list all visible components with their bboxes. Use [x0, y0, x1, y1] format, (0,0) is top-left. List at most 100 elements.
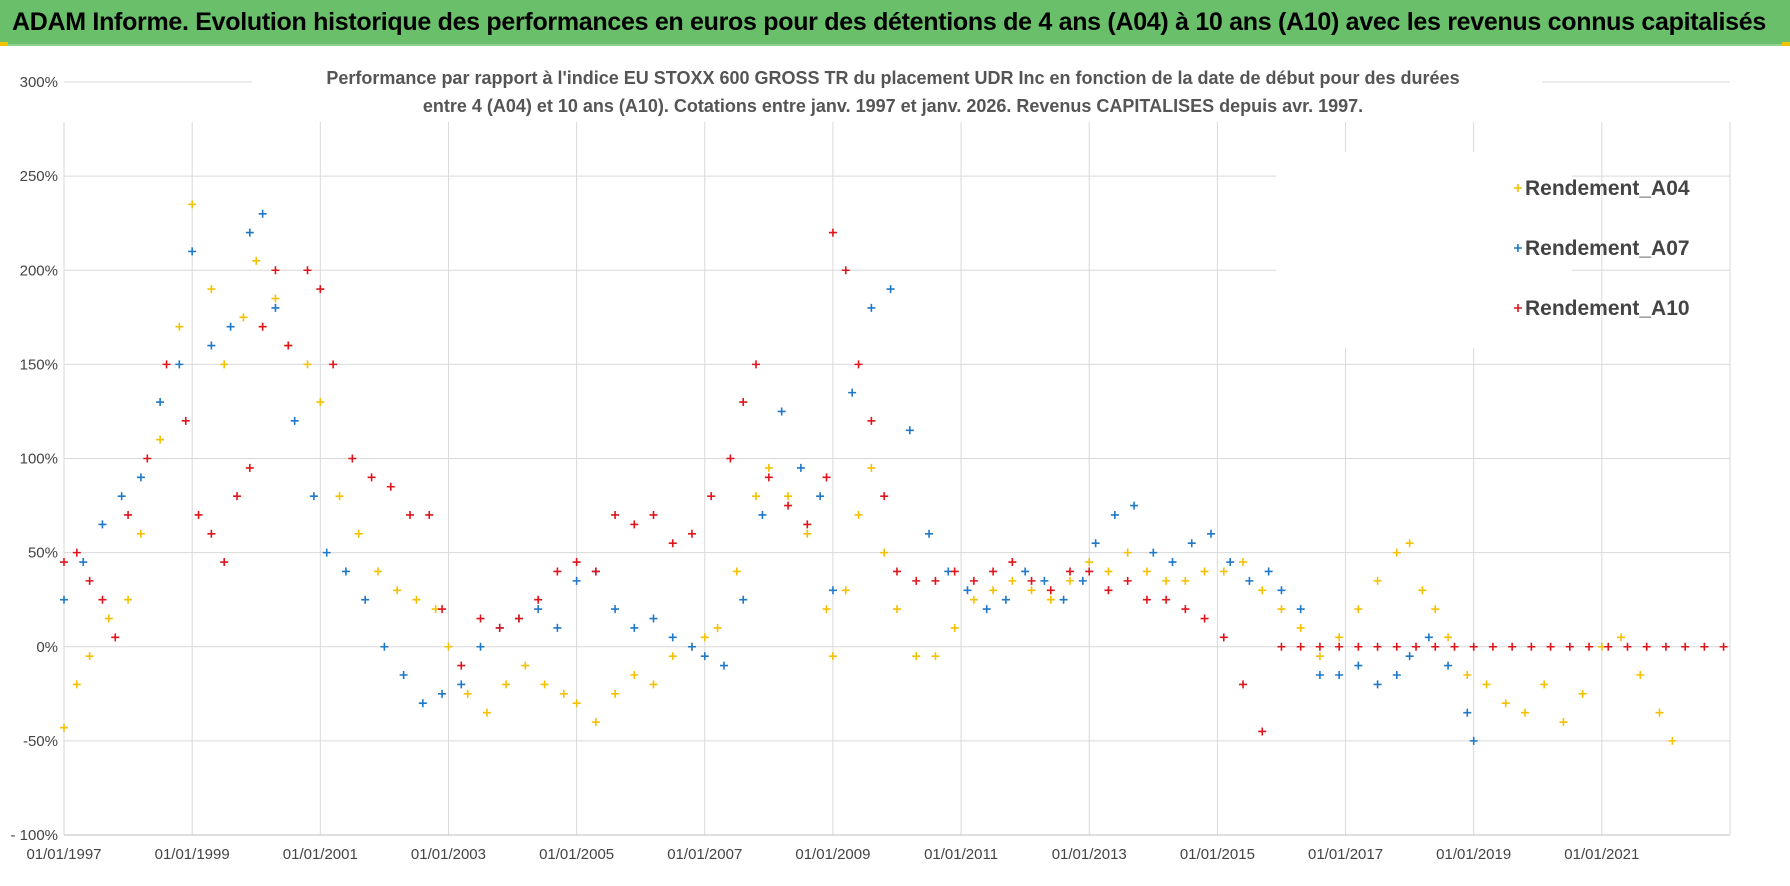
data-point	[1277, 605, 1286, 614]
data-point	[1315, 642, 1324, 651]
performance-scatter-chart: - 100% -50% 0% 50% 100% 150% 200% 250% 300% 01/01…	[10, 56, 1731, 863]
y-tick-label: 300%	[20, 74, 58, 91]
data-point	[156, 398, 165, 407]
data-point	[591, 718, 600, 727]
data-point	[784, 501, 793, 510]
data-point	[271, 303, 280, 312]
data-point	[476, 614, 485, 623]
data-point	[668, 633, 677, 642]
data-point	[912, 652, 921, 661]
data-point	[98, 595, 107, 604]
data-point	[553, 567, 562, 576]
y-tick-label: 100%	[20, 451, 58, 468]
data-point	[1469, 642, 1478, 651]
data-point	[438, 689, 447, 698]
data-point	[1540, 680, 1549, 689]
series-Rendement_A10	[60, 228, 1728, 736]
data-point	[245, 228, 254, 237]
data-point	[233, 492, 242, 501]
data-point	[482, 708, 491, 717]
x-tick-label: 01/01/2017	[1308, 846, 1383, 863]
data-point	[1059, 595, 1068, 604]
data-point	[79, 558, 88, 567]
data-point	[950, 567, 959, 576]
data-point	[1219, 567, 1228, 576]
data-point	[1642, 642, 1651, 651]
data-point	[732, 567, 741, 576]
data-point	[1565, 642, 1574, 651]
data-point	[380, 642, 389, 651]
data-point	[630, 520, 639, 529]
data-point	[611, 510, 620, 519]
data-point	[559, 689, 568, 698]
data-point	[316, 398, 325, 407]
data-point	[1469, 736, 1478, 745]
data-point	[1001, 595, 1010, 604]
data-point	[1661, 642, 1670, 651]
data-point	[1110, 510, 1119, 519]
legend-marker	[1514, 184, 1522, 192]
data-point	[719, 661, 728, 670]
data-point	[854, 360, 863, 369]
data-point	[341, 567, 350, 576]
data-point	[553, 623, 562, 632]
data-point	[1655, 708, 1664, 717]
data-point	[1296, 605, 1305, 614]
data-point	[271, 294, 280, 303]
chart-series-layer	[60, 200, 1728, 745]
data-point	[117, 492, 126, 501]
data-point	[1149, 548, 1158, 557]
data-point	[303, 266, 312, 275]
data-point	[1488, 642, 1497, 651]
data-point	[534, 605, 543, 614]
data-point	[175, 322, 184, 331]
data-point	[495, 623, 504, 632]
data-point	[175, 360, 184, 369]
data-point	[1354, 642, 1363, 651]
data-point	[444, 642, 453, 651]
data-point	[329, 360, 338, 369]
data-point	[1046, 586, 1055, 595]
data-point	[1226, 558, 1235, 567]
data-point	[162, 360, 171, 369]
y-tick-label: -50%	[23, 733, 58, 750]
data-point	[649, 614, 658, 623]
data-point	[399, 670, 408, 679]
data-point	[989, 586, 998, 595]
data-point	[969, 576, 978, 585]
data-point	[1162, 576, 1171, 585]
data-point	[124, 595, 133, 604]
chart-grid	[63, 81, 1731, 836]
data-point	[1431, 642, 1440, 651]
x-tick-label: 01/01/1997	[26, 846, 101, 863]
data-point	[1296, 642, 1305, 651]
data-point	[1040, 576, 1049, 585]
data-point	[335, 492, 344, 501]
x-tick-label: 01/01/2021	[1564, 846, 1639, 863]
data-point	[1258, 727, 1267, 736]
data-point	[1392, 548, 1401, 557]
data-point	[1405, 652, 1414, 661]
data-point	[572, 558, 581, 567]
data-point	[1123, 548, 1132, 557]
data-point	[1142, 595, 1151, 604]
legend-marker	[1514, 304, 1522, 312]
data-point	[1104, 586, 1113, 595]
data-point	[828, 652, 837, 661]
data-point	[457, 661, 466, 670]
data-point	[258, 209, 267, 218]
data-point	[425, 510, 434, 519]
data-point	[649, 510, 658, 519]
data-point	[1700, 642, 1709, 651]
data-point	[668, 539, 677, 548]
data-point	[630, 623, 639, 632]
data-point	[1027, 576, 1036, 585]
data-point	[502, 680, 511, 689]
data-point	[207, 341, 216, 350]
data-point	[521, 661, 530, 670]
data-point	[1482, 680, 1491, 689]
chart-title-line-1: Performance par rapport à l'indice EU ST…	[326, 68, 1459, 88]
data-point	[1392, 670, 1401, 679]
data-point	[1585, 642, 1594, 651]
data-point	[707, 492, 716, 501]
